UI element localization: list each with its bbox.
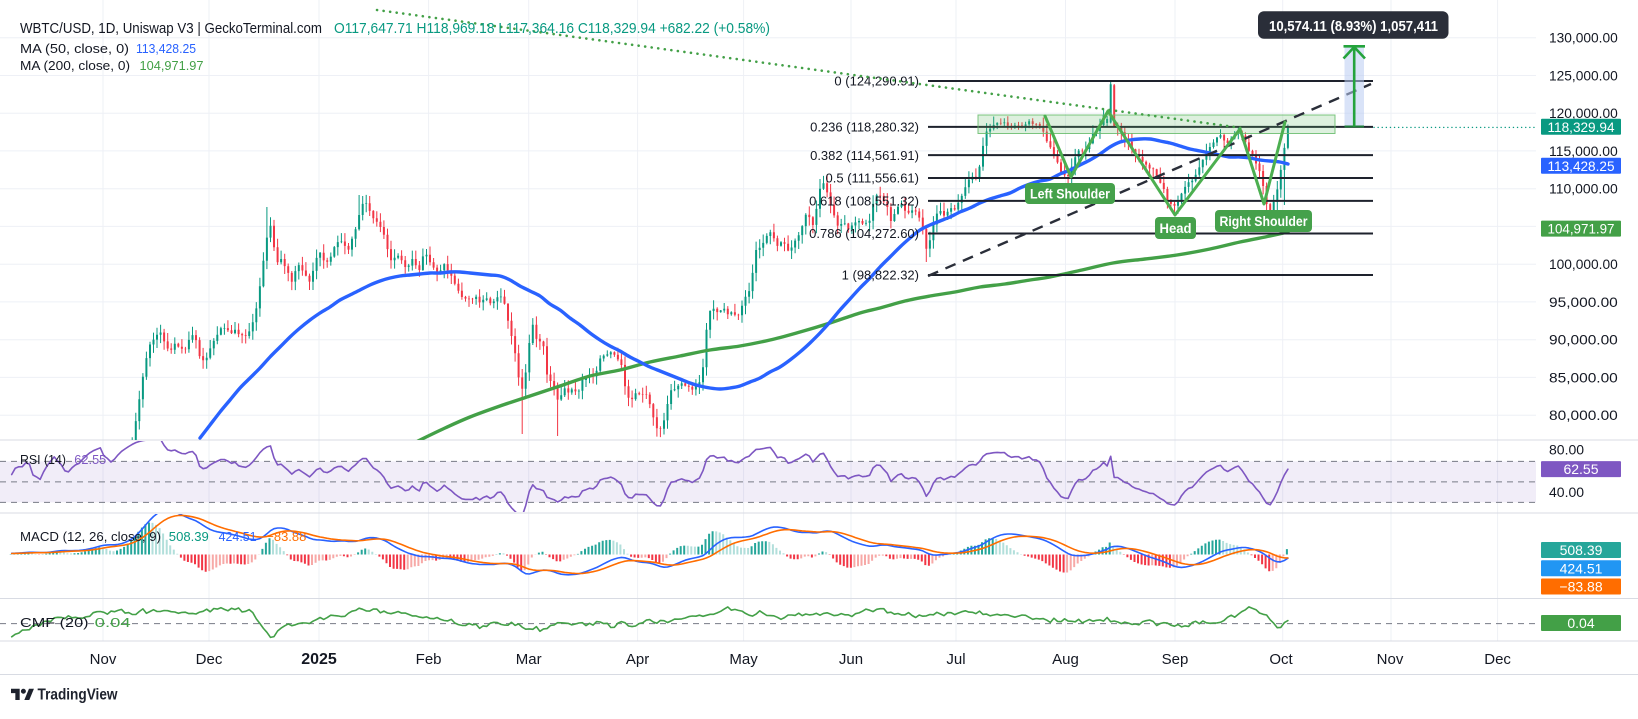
svg-text:Apr: Apr <box>626 651 649 668</box>
svg-text:125,000.00: 125,000.00 <box>1549 68 1618 84</box>
svg-text:110,000.00: 110,000.00 <box>1549 181 1618 197</box>
svg-text:CMF (20): CMF (20) <box>20 615 89 630</box>
svg-text:Feb: Feb <box>416 651 442 668</box>
svg-text:−83.88: −83.88 <box>266 529 306 544</box>
svg-text:40.00: 40.00 <box>1549 484 1584 500</box>
svg-text:120,000.00: 120,000.00 <box>1549 105 1618 121</box>
svg-text:80.00: 80.00 <box>1549 441 1584 457</box>
svg-text:MACD (12, 26, close, 9): MACD (12, 26, close, 9) <box>20 529 161 544</box>
svg-text:85,000.00: 85,000.00 <box>1549 369 1618 385</box>
svg-text:0.236 (118,280.32): 0.236 (118,280.32) <box>810 120 919 135</box>
svg-text:0.618 (108,551.32): 0.618 (108,551.32) <box>809 194 919 209</box>
svg-text:Oct: Oct <box>1269 651 1293 668</box>
svg-text:118,329.94: 118,329.94 <box>1548 119 1615 135</box>
svg-text:0.04: 0.04 <box>95 615 131 630</box>
svg-text:0.04: 0.04 <box>1567 615 1594 631</box>
svg-text:95,000.00: 95,000.00 <box>1549 294 1618 310</box>
svg-text:MA (50, close, 0): MA (50, close, 0) <box>20 41 129 56</box>
svg-text:113,428.25: 113,428.25 <box>1548 158 1615 174</box>
svg-text:115,000.00: 115,000.00 <box>1549 143 1618 159</box>
svg-text:Jul: Jul <box>946 651 965 668</box>
svg-text:May: May <box>729 651 758 668</box>
svg-text:RSI (14): RSI (14) <box>20 452 66 467</box>
svg-text:Aug: Aug <box>1052 651 1079 668</box>
svg-text:62.55: 62.55 <box>74 452 106 467</box>
svg-text:80,000.00: 80,000.00 <box>1549 407 1618 423</box>
svg-text:Left Shoulder: Left Shoulder <box>1030 186 1110 202</box>
svg-text:O117,647.71 H118,969.18 L117,3: O117,647.71 H118,969.18 L117,364.16 C118… <box>334 20 770 37</box>
svg-text:90,000.00: 90,000.00 <box>1549 332 1618 348</box>
svg-text:100,000.00: 100,000.00 <box>1549 256 1618 272</box>
svg-text:Sep: Sep <box>1162 651 1189 668</box>
svg-text:Dec: Dec <box>196 651 223 668</box>
svg-text:−83.88: −83.88 <box>1559 579 1602 595</box>
svg-text:10,574.11 (8.93%) 1,057,411: 10,574.11 (8.93%) 1,057,411 <box>1269 18 1438 35</box>
svg-text:0.786 (104,272.60): 0.786 (104,272.60) <box>809 226 919 241</box>
svg-text:1 (98,822.32): 1 (98,822.32) <box>842 268 919 283</box>
svg-text:508.39: 508.39 <box>169 529 209 544</box>
svg-text:130,000.00: 130,000.00 <box>1549 30 1618 46</box>
svg-text:MA (200, close, 0): MA (200, close, 0) <box>20 58 130 73</box>
svg-text:Right Shoulder: Right Shoulder <box>1220 213 1308 229</box>
svg-text:424.51: 424.51 <box>219 529 257 544</box>
svg-text:TradingView: TradingView <box>38 686 119 703</box>
svg-text:424.51: 424.51 <box>1560 560 1603 576</box>
svg-text:Mar: Mar <box>516 651 542 668</box>
svg-text:Nov: Nov <box>90 651 117 668</box>
svg-text:Jun: Jun <box>839 651 863 668</box>
svg-text:113,428.25: 113,428.25 <box>136 41 196 56</box>
svg-text:Head: Head <box>1160 220 1192 236</box>
svg-text:0.5 (111,556.61): 0.5 (111,556.61) <box>826 171 919 186</box>
svg-text:WBTC/USD, 1D, Uniswap V3 | Gec: WBTC/USD, 1D, Uniswap V3 | GeckoTerminal… <box>20 20 322 37</box>
svg-text:Nov: Nov <box>1377 651 1404 668</box>
svg-text:0.382 (114,561.91): 0.382 (114,561.91) <box>810 148 919 163</box>
svg-text:2025: 2025 <box>301 651 337 668</box>
svg-text:508.39: 508.39 <box>1560 542 1603 558</box>
svg-text:62.55: 62.55 <box>1563 461 1598 477</box>
svg-text:Dec: Dec <box>1484 651 1511 668</box>
svg-text:0 (124,290.91): 0 (124,290.91) <box>834 74 919 89</box>
svg-text:104,971.97: 104,971.97 <box>1548 221 1615 237</box>
svg-text:104,971.97: 104,971.97 <box>140 58 204 73</box>
